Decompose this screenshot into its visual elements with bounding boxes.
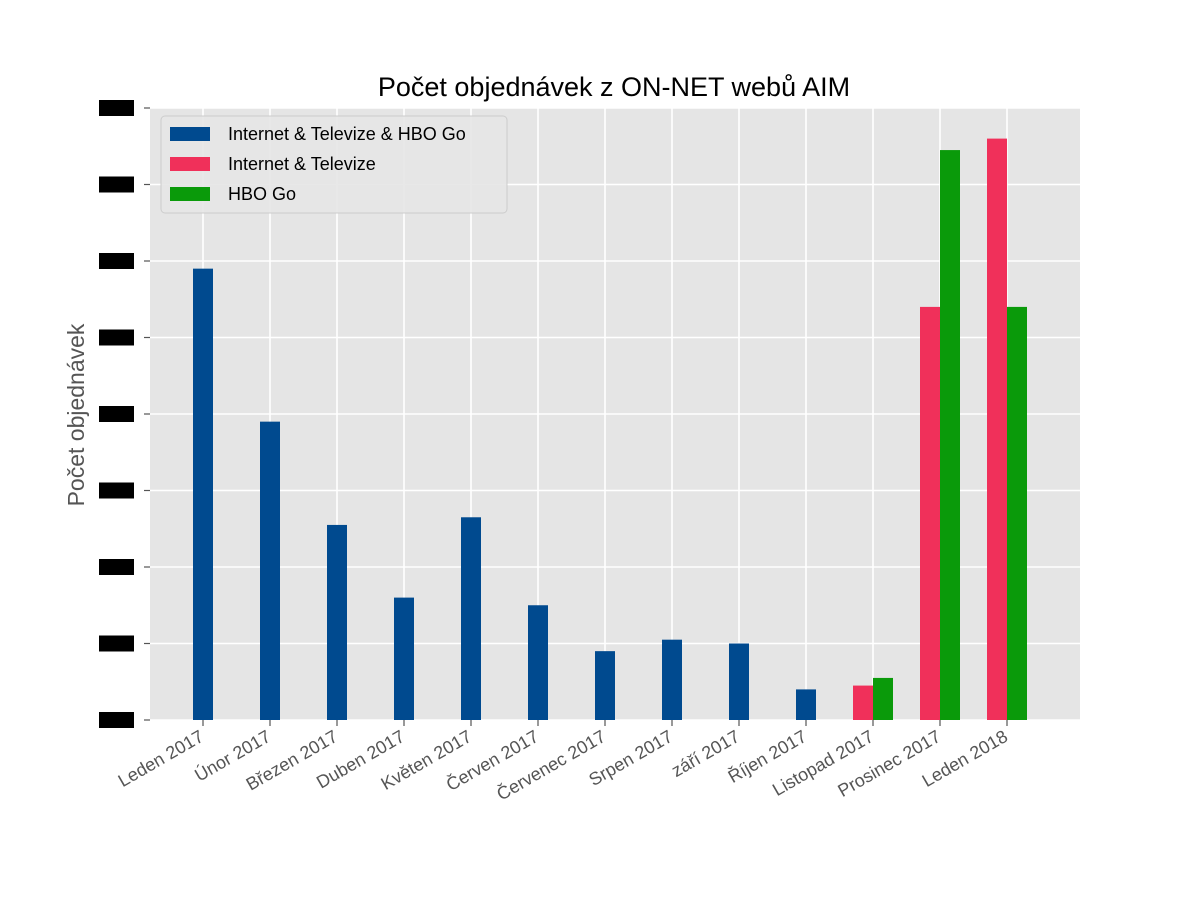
legend-swatch bbox=[170, 157, 210, 171]
bar-1 bbox=[327, 524, 347, 720]
bar-2 bbox=[987, 138, 1007, 721]
bar-2 bbox=[920, 306, 940, 720]
bar-1 bbox=[461, 517, 481, 720]
y-tick-label-redacted bbox=[99, 100, 134, 116]
bar-1 bbox=[796, 689, 816, 720]
y-tick-label-redacted bbox=[99, 635, 134, 652]
bar-3 bbox=[1007, 306, 1027, 720]
bar-1 bbox=[260, 421, 280, 720]
y-tick-label-redacted bbox=[99, 329, 134, 346]
y-tick-label-redacted bbox=[99, 176, 134, 193]
legend-swatch bbox=[170, 187, 210, 201]
y-tick-label-redacted bbox=[99, 253, 134, 269]
y-tick-label-redacted bbox=[99, 712, 134, 728]
legend-entry: Internet & Televize bbox=[228, 154, 376, 174]
bar-2 bbox=[853, 685, 873, 720]
legend-entry: HBO Go bbox=[228, 184, 296, 204]
bar-1 bbox=[394, 597, 414, 720]
chart-title: Počet objednávek z ON-NET webů AIM bbox=[378, 72, 850, 102]
legend-entry: Internet & Televize & HBO Go bbox=[228, 124, 466, 144]
bar-1 bbox=[595, 651, 615, 720]
y-tick-label-redacted bbox=[99, 406, 134, 422]
y-axis-label: Počet objednávek bbox=[63, 323, 89, 506]
legend-frame bbox=[160, 115, 508, 214]
bar-1 bbox=[729, 643, 749, 720]
x-tick-label: Červenec 2017 bbox=[493, 725, 609, 804]
x-tick-label: Leden 2017 bbox=[115, 726, 207, 791]
bars bbox=[193, 138, 1027, 721]
bar-1 bbox=[193, 268, 213, 720]
legend-swatch bbox=[170, 127, 210, 141]
y-tick-label-redacted bbox=[99, 559, 134, 575]
legend: Internet & Televize & HBO Go Internet & T… bbox=[160, 115, 508, 214]
bar-3 bbox=[940, 150, 960, 720]
y-axis-ticks bbox=[99, 100, 150, 728]
bar-1 bbox=[662, 639, 682, 720]
y-tick-label-redacted bbox=[99, 482, 134, 499]
bar-1 bbox=[528, 605, 548, 720]
bar-3 bbox=[873, 677, 893, 720]
